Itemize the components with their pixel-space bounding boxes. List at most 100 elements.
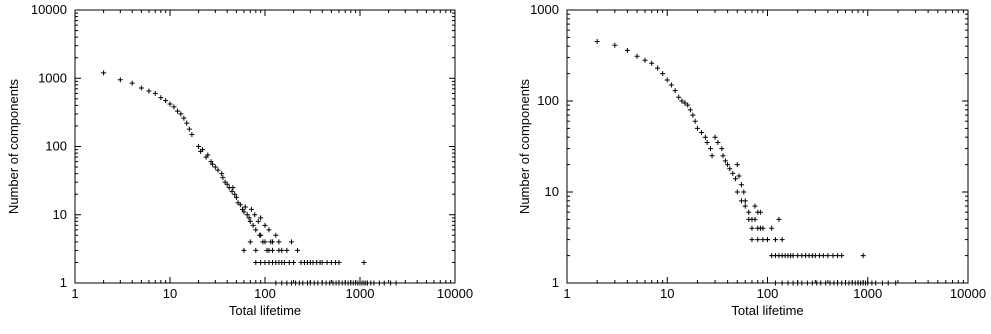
- data-point: [286, 259, 292, 265]
- data-point: [258, 215, 264, 221]
- data-point: [785, 280, 791, 286]
- data-point: [799, 280, 805, 286]
- data-point: [755, 225, 761, 231]
- data-point: [266, 247, 272, 253]
- data-point: [196, 144, 202, 149]
- data-point: [668, 82, 674, 88]
- data-point: [273, 280, 279, 286]
- data-point: [746, 209, 752, 215]
- data-point: [336, 259, 342, 265]
- data-point: [820, 253, 826, 259]
- data-point: [324, 259, 330, 265]
- y-tick-label: 100: [537, 93, 559, 108]
- data-point: [242, 204, 248, 210]
- data-point: [818, 280, 824, 286]
- y-tick-label: 10000: [31, 2, 67, 17]
- data-point: [734, 189, 740, 195]
- data-point: [722, 158, 728, 164]
- data-point: [749, 237, 755, 243]
- data-point: [704, 139, 710, 145]
- data-point: [682, 100, 688, 106]
- y-tick-label: 100: [45, 139, 67, 154]
- data-point: [738, 198, 744, 204]
- scatter-chart-right-svg: 1 10 100 1000 10000 1 10 100 1000 Total lifetime N…: [517, 2, 986, 318]
- data-point: [746, 216, 752, 222]
- data-point: [212, 164, 218, 170]
- x-tick-label: 10: [163, 286, 177, 301]
- data-point: [220, 175, 226, 181]
- data-point: [152, 90, 158, 96]
- data-point: [612, 42, 618, 48]
- data-point: [741, 189, 747, 195]
- data-point: [117, 77, 123, 83]
- y-axis-title: Number of components: [517, 78, 532, 214]
- data-point: [885, 280, 891, 286]
- data-point: [181, 115, 187, 121]
- data-point: [873, 280, 879, 286]
- data-point: [779, 280, 785, 286]
- data-point: [252, 212, 258, 218]
- data-point: [839, 253, 845, 259]
- data-point: [171, 104, 177, 110]
- data-point: [163, 98, 169, 104]
- data-point: [184, 120, 190, 126]
- scatter-chart-right: 1 10 100 1000 10000 1 10 100 1000 Total lifetime N…: [491, 0, 991, 334]
- data-point: [241, 209, 247, 215]
- data-point: [755, 237, 761, 243]
- data-point: [175, 108, 181, 114]
- data-point: [860, 253, 866, 259]
- data-point: [229, 188, 235, 194]
- data-point: [757, 209, 763, 215]
- x-tick-label: 10000: [950, 286, 986, 301]
- data-point: [284, 280, 290, 286]
- data-point: [247, 239, 253, 245]
- data-point: [361, 259, 367, 265]
- data-point: [823, 280, 829, 286]
- data-point: [752, 203, 758, 209]
- data-point: [215, 167, 221, 173]
- data-point: [178, 111, 184, 117]
- data-point: [381, 280, 387, 286]
- data-point: [255, 218, 261, 224]
- data-point: [776, 216, 782, 222]
- data-point: [146, 88, 152, 94]
- data-point: [719, 146, 725, 152]
- data-point: [649, 60, 655, 66]
- data-point: [804, 280, 810, 286]
- data-point: [371, 280, 377, 286]
- data-point: [694, 125, 700, 131]
- data-point: [779, 237, 785, 243]
- y-tick-label: 10: [53, 207, 67, 222]
- data-point: [760, 225, 766, 231]
- data-point: [760, 237, 766, 243]
- data-point: [253, 259, 259, 265]
- data-point: [246, 215, 252, 221]
- data-point: [291, 259, 297, 265]
- data-point: [237, 202, 243, 208]
- scatter-chart-left-svg: 1 10 100 1000 10000 1 10 100 1000 10000 Total life…: [6, 2, 473, 318]
- data-point: [772, 280, 778, 286]
- data-point: [276, 247, 282, 253]
- data-point: [270, 239, 276, 245]
- y-tick-label: 1000: [530, 2, 559, 17]
- data-point: [727, 166, 733, 172]
- data-point: [830, 253, 836, 259]
- data-point: [247, 218, 253, 224]
- data-point: [167, 101, 173, 107]
- data-point: [725, 162, 731, 168]
- data-point: [276, 239, 282, 245]
- data-point: [715, 139, 721, 145]
- data-point: [253, 227, 259, 233]
- data-point: [879, 280, 885, 286]
- data-point: [730, 170, 736, 176]
- data-point: [388, 280, 394, 286]
- data-point: [664, 77, 670, 83]
- data-point: [273, 232, 279, 238]
- data-point: [749, 225, 755, 231]
- data-point: [734, 162, 740, 168]
- x-tick-label: 100: [757, 286, 779, 301]
- data-point: [219, 171, 225, 177]
- data-point: [790, 280, 796, 286]
- y-axis-title: Number of components: [6, 78, 21, 214]
- data-point: [720, 153, 726, 159]
